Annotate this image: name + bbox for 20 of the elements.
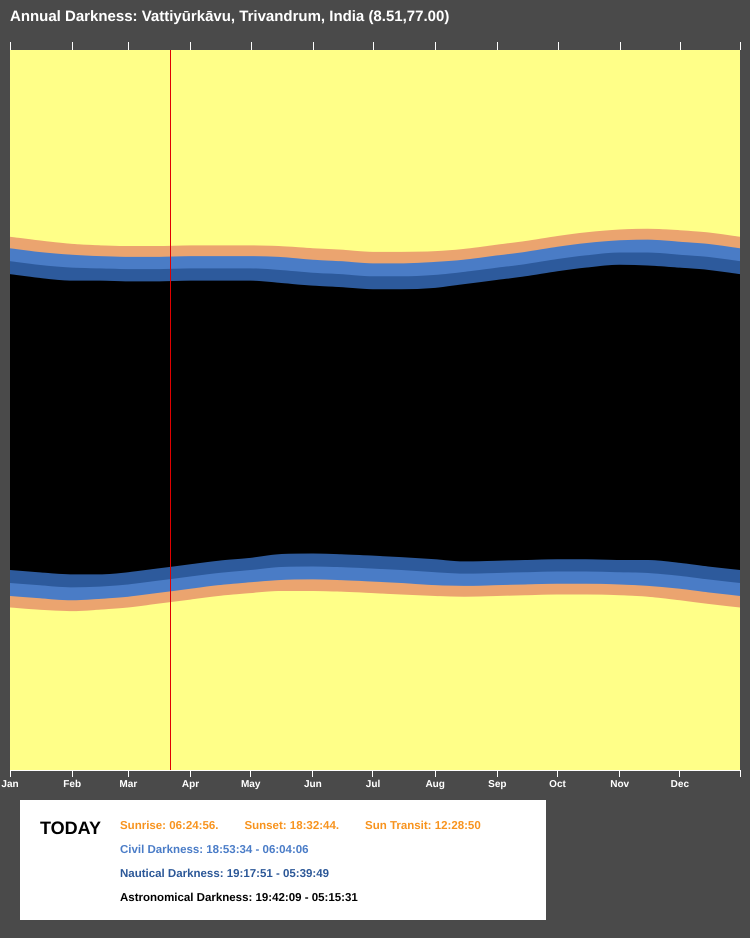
x-tick-label: Jul xyxy=(366,778,380,790)
text: TODAY xyxy=(40,817,102,839)
chart-title: Annual Darkness: Vattiyūrkāvu, Trivandrum, India (8.51,77.00) xyxy=(10,8,450,26)
text: Nautical Darkness: 19:17:51 - 05:39:49 xyxy=(120,868,330,880)
x-tick-label: Oct xyxy=(549,778,567,790)
text: Sunset: 18:32:44. xyxy=(244,820,340,832)
text: Sun Transit: 12:28:50 xyxy=(365,820,481,832)
x-tick-label: Aug xyxy=(425,778,445,790)
x-tick-label: Jan xyxy=(1,778,19,790)
text: Sunrise: 06:24:56. xyxy=(120,820,218,832)
x-tick-label: Nov xyxy=(610,778,630,790)
text: Civil Darkness: 18:53:34 - 06:04:06 xyxy=(120,844,309,856)
x-tick-label: Mar xyxy=(119,778,138,790)
text: Astronomical Darkness: 19:42:09 - 05:15:31 xyxy=(120,892,358,904)
x-tick-label: Sep xyxy=(488,778,507,790)
x-tick-label: May xyxy=(240,778,261,790)
x-tick-label: Dec xyxy=(670,778,690,790)
x-tick-label: Jun xyxy=(304,778,322,790)
x-tick-label: Apr xyxy=(182,778,200,790)
x-tick-label: Feb xyxy=(63,778,82,790)
